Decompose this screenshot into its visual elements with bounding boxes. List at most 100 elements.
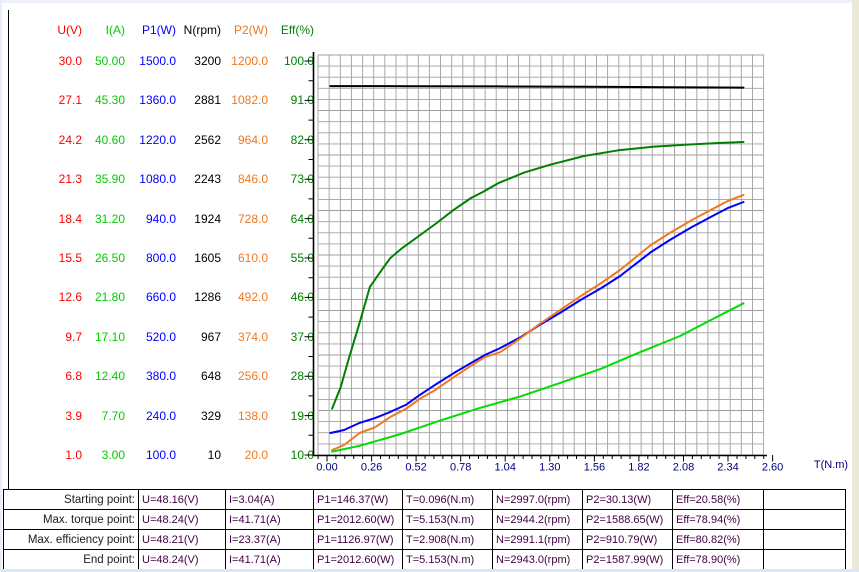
scale-value-cell: 2243 [194,172,221,187]
scale-value-cell: 1080.0 [139,172,176,187]
x-axis-title: T(N.m) [813,459,849,471]
scale-value-cell: 40.60 [94,132,125,147]
scale-value-cell: 10 [207,448,221,462]
summary-value-cell: U=48.21(V) [138,529,226,550]
scale-value-cell: 1286 [194,290,221,305]
summary-row: Starting point: U=48.16(V) I=3.04(A) P1=146… [3,489,846,510]
scale-value-cell: 10.0 [290,448,314,462]
scale-value-cell: 610.0 [237,251,268,265]
scale-value-cell: 1.0 [65,448,82,462]
summary-row: End point: U=48.24(V) I=41.71(A) P1=2012.60… [3,549,846,570]
summary-value-cell: N=2944.2(rpm) [492,509,583,530]
window-frame-left [0,0,2,572]
summary-value-cell: P2=910.79(W) [582,529,673,550]
scale-value-cell: 27.1 [58,93,82,108]
scale-value-cell: 15.5 [58,251,82,265]
performance-curves-chart: 0.00 0.26 0.52 0.78 1.04 1.30 1.56 1.82 2.08 2.34… [304,52,783,474]
scale-value-cell: 17.10 [94,329,125,344]
scale-value-cell: 800.0 [145,251,176,265]
scale-value-cell: 846.0 [237,172,268,187]
summary-value-cell: N=2991.1(rpm) [492,529,583,550]
curve-p1 [329,201,745,434]
summary-value-cell: U=48.24(V) [138,549,226,570]
window-frame-right [852,0,859,572]
summary-empty-cell [763,509,846,530]
scale-value-cell: 21.80 [94,290,125,305]
scale-header-cell: P2(W) [234,23,268,37]
scale-value-cell: 967 [200,329,221,344]
x-tick-label: 1.30 [539,462,560,474]
scale-value-cell: 6.8 [65,369,82,384]
x-tick-label: 0.00 [316,462,337,474]
scale-value-cell: 520.0 [145,329,176,344]
x-tick-label: 2.08 [673,462,694,474]
x-tick-label: 1.56 [584,462,605,474]
summary-row-label: Max. torque point: [3,509,139,530]
window-frame-bottom [0,569,859,572]
scale-value-cell: 940.0 [145,211,176,226]
scale-header-cell: N(rpm) [183,23,221,37]
scale-value-cell: 9.7 [65,329,82,344]
scale-value-cell: 2881 [194,93,221,108]
scale-value-cell: 2562 [194,132,221,147]
scale-value-cell: 374.0 [237,329,268,344]
summary-value-cell: P2=30.13(W) [582,489,673,510]
summary-value-cell: I=3.04(A) [225,489,314,510]
summary-value-cell: Eff=80.82(%) [672,529,764,550]
multi-axis-scale-table: U(V) I(A) P1(W) N(rpm) P2(W) Eff(%) 30.0 50.00 1… [0,0,330,480]
summary-value-cell: I=41.71(A) [225,509,314,530]
x-tick-label: 0.52 [405,462,426,474]
scale-value-cell: 1200.0 [231,54,268,68]
summary-value-cell: N=2997.0(rpm) [492,489,583,510]
summary-value-cell: U=48.16(V) [138,489,226,510]
summary-empty-cell [763,529,846,550]
chart-grid [317,54,765,456]
scale-value-cell: 28.0 [290,369,314,384]
x-tick-label: 0.78 [450,462,471,474]
scale-value-cell: 964.0 [237,132,268,147]
curve-eff [331,141,745,410]
scale-value-cell: 3.00 [101,448,125,462]
scale-value-cell: 1924 [194,211,221,226]
summary-value-cell: Eff=20.58(%) [672,489,764,510]
scale-value-cell: 3200 [194,54,221,68]
scale-value-cell: 492.0 [237,290,268,305]
summary-value-cell: U=48.24(V) [138,509,226,530]
summary-value-cell: P2=1588.65(W) [582,509,673,530]
scale-value-cell: 1220.0 [139,132,176,147]
scale-value-cell: 100.0 [145,448,176,462]
x-tick-label: 1.04 [494,462,515,474]
curve-i [331,302,745,453]
summary-value-cell: P1=2012.60(W) [313,509,403,530]
summary-row: Max. torque point: U=48.24(V) I=41.71(A) P1… [3,509,846,530]
scale-value-cell: 1605 [194,251,221,265]
upper-panel-left-border [8,10,9,489]
x-axis-ticks [317,455,774,462]
scale-value-cell: 30.0 [58,54,82,68]
scale-value-cell: 380.0 [145,369,176,384]
scale-value-cell: 46.0 [290,290,314,305]
summary-value-cell: Eff=78.94(%) [672,509,764,530]
x-tick-label: 1.82 [628,462,649,474]
scale-value-cell: 20.0 [244,448,268,462]
scale-value-cell: 82.0 [290,132,314,147]
summary-value-cell: I=41.71(A) [225,549,314,570]
summary-value-cell: T=2.908(N.m) [402,529,493,550]
scale-value-cell: 24.2 [58,132,82,147]
scale-value-cell: 26.50 [94,251,125,265]
scale-value-cell: 73.0 [290,172,314,187]
summary-empty-cell [763,489,846,510]
x-tick-label: 0.26 [361,462,382,474]
y-axis-ticks [304,60,313,456]
window-frame-top [0,0,859,3]
summary-empty-cell [763,549,846,570]
scale-value-cell: 660.0 [145,290,176,305]
x-tick-label: 2.34 [717,462,738,474]
summary-value-cell: P2=1587.99(W) [582,549,673,570]
scale-value-cell: 1360.0 [139,93,176,108]
summary-row: Max. efficiency point: U=48.21(V) I=23.37(… [3,529,846,550]
summary-value-cell: P1=146.37(W) [313,489,403,510]
scale-value-cell: 35.90 [94,172,125,187]
scale-value-cell: 240.0 [145,408,176,423]
scale-value-cell: 37.0 [290,329,314,344]
